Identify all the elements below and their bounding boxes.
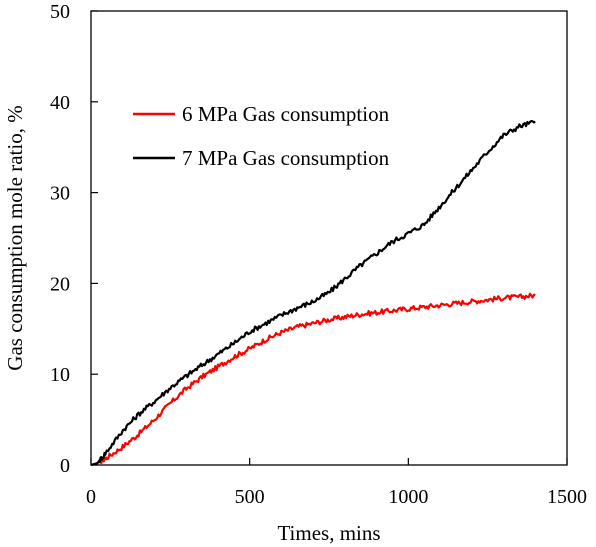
- series-layer: [90, 119, 536, 467]
- series-line-7mpa: [90, 119, 536, 467]
- y-axis-title: Gas consumption mole ratio, %: [3, 105, 27, 370]
- y-tick-label: 0: [60, 455, 70, 477]
- legend: 6 MPa Gas consumption 7 MPa Gas consumpt…: [133, 102, 390, 170]
- y-tick-label: 50: [50, 1, 70, 23]
- plot-area: [90, 10, 568, 466]
- series-line-6mpa: [90, 292, 536, 467]
- x-tick-label: 500: [235, 486, 265, 508]
- y-tick-label: 40: [50, 92, 70, 114]
- x-tick-label: 1000: [388, 486, 428, 508]
- legend-label-6mpa: 6 MPa Gas consumption: [182, 102, 390, 126]
- y-axis-ticks: 0 10 20 30 40 50: [50, 1, 98, 477]
- x-axis-title: Times, mins: [277, 521, 380, 545]
- y-tick-label: 10: [50, 364, 70, 386]
- x-axis-ticks: 0 500 1000 1500: [86, 458, 587, 508]
- y-tick-label: 20: [50, 273, 70, 295]
- legend-label-7mpa: 7 MPa Gas consumption: [182, 146, 390, 170]
- y-tick-label: 30: [50, 183, 70, 205]
- plot-frame: [90, 10, 568, 466]
- x-tick-label: 0: [86, 486, 96, 508]
- x-tick-label: 1500: [547, 486, 587, 508]
